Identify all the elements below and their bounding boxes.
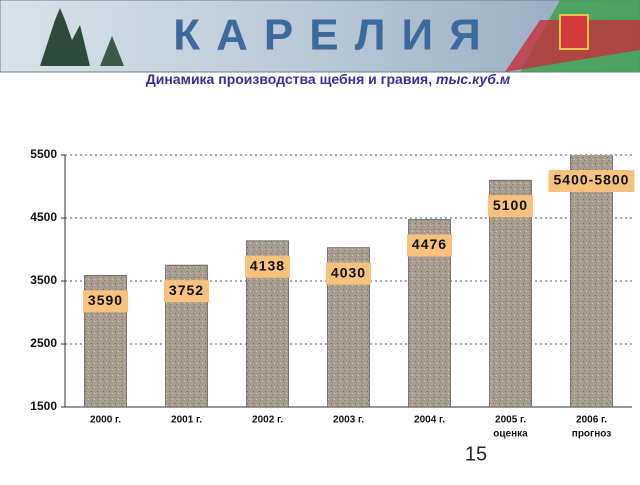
bar: [570, 155, 613, 407]
value-label-box: 5400-5800: [548, 170, 635, 192]
x-tick-label: 2004 г.: [414, 415, 445, 426]
x-tick-label: 2002 г.: [252, 415, 283, 426]
x-tick-label: 2003 г.: [333, 415, 364, 426]
x-tick-label: 2006 г.: [576, 415, 607, 426]
value-label: 5100: [493, 197, 528, 213]
value-label-bg: [163, 280, 210, 303]
x-tick-note: оценка: [493, 429, 528, 440]
value-label: 4138: [250, 258, 285, 274]
page-number: 15: [465, 443, 487, 465]
banner-title: КАРЕЛИЯ: [173, 11, 496, 60]
value-label-box: 4476: [406, 234, 453, 257]
x-tick-label: 2001 г.: [171, 415, 202, 426]
value-label-box: 3590: [82, 290, 129, 313]
banner: КАРЕЛИЯ: [0, 0, 640, 73]
value-label-bg: [82, 290, 129, 313]
title-text: Динамика производства щебня и гравия,: [146, 71, 432, 87]
x-tick-note: прогноз: [572, 429, 611, 440]
value-label-bg: [487, 195, 534, 218]
y-tick-label: 3500: [30, 273, 57, 287]
value-label: 3752: [169, 282, 204, 298]
x-tick-label: 2000 г.: [90, 415, 121, 426]
value-label-box: 5100: [487, 195, 534, 218]
value-label-box: 4138: [244, 255, 291, 278]
y-tick-label: 2500: [30, 336, 57, 350]
value-label: 4476: [412, 236, 447, 252]
bar: [489, 179, 532, 407]
value-label-box: 3752: [163, 280, 210, 303]
value-label: 3590: [88, 292, 123, 308]
value-label: 5400-5800: [554, 172, 630, 188]
value-label-box: 4030: [325, 262, 372, 285]
y-tick-label: 1500: [30, 399, 57, 413]
title-unit: тыс.куб.м: [436, 71, 511, 87]
value-label-bg: [244, 255, 291, 278]
y-tick-label: 5500: [30, 147, 57, 161]
value-label: 4030: [331, 264, 366, 280]
value-label-bg: [548, 170, 635, 192]
value-label-bg: [406, 234, 453, 257]
chart-title: Динамика производства щебня и гравия, ты…: [146, 71, 511, 87]
value-label-bg: [325, 262, 372, 285]
y-tick-label: 4500: [30, 210, 57, 224]
x-tick-label: 2005 г.: [495, 415, 526, 426]
